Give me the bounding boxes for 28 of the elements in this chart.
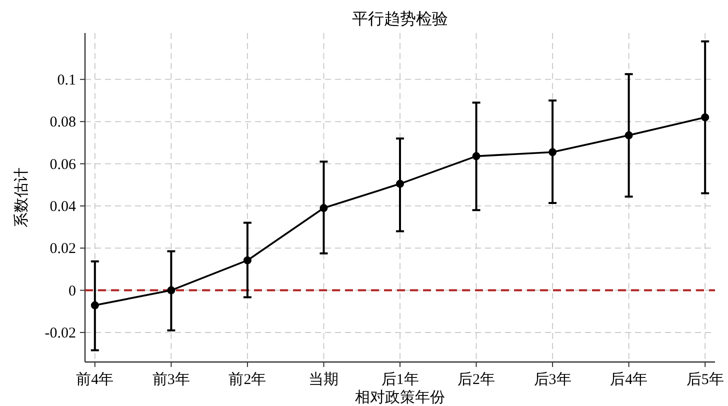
x-tick-label: 当期 [308, 371, 339, 388]
x-tick-label: 后5年 [686, 371, 724, 388]
y-tick-label: -0.02 [44, 325, 76, 342]
point [320, 204, 328, 212]
x-tick-label: 前3年 [152, 371, 190, 388]
point [548, 148, 557, 156]
point [396, 180, 404, 188]
y-tick-label: 0.06 [50, 156, 76, 173]
y-axis-title: 系数估计 [13, 168, 30, 228]
point [167, 286, 176, 294]
y-tick-label: 0.08 [50, 114, 76, 131]
x-tick-label: 后1年 [381, 371, 419, 388]
y-tick-label: 0.1 [57, 72, 76, 88]
y-tick-label: 0.04 [50, 198, 76, 215]
y-tick-label: 0 [68, 283, 76, 300]
point [243, 256, 252, 264]
x-axis-title: 相对政策年份 [355, 389, 445, 406]
x-tick-label: 后4年 [610, 371, 648, 388]
x-tick-label: 前4年 [76, 371, 114, 388]
point [472, 152, 480, 160]
point [624, 131, 633, 140]
x-tick-label: 前2年 [228, 371, 266, 388]
x-tick-label: 后2年 [458, 371, 496, 388]
x-tick-label: 后3年 [534, 371, 572, 388]
point [701, 113, 710, 122]
point [90, 301, 99, 310]
y-tick-label: 0.02 [50, 241, 76, 258]
chart-title: 平行趋势检验 [352, 10, 448, 28]
